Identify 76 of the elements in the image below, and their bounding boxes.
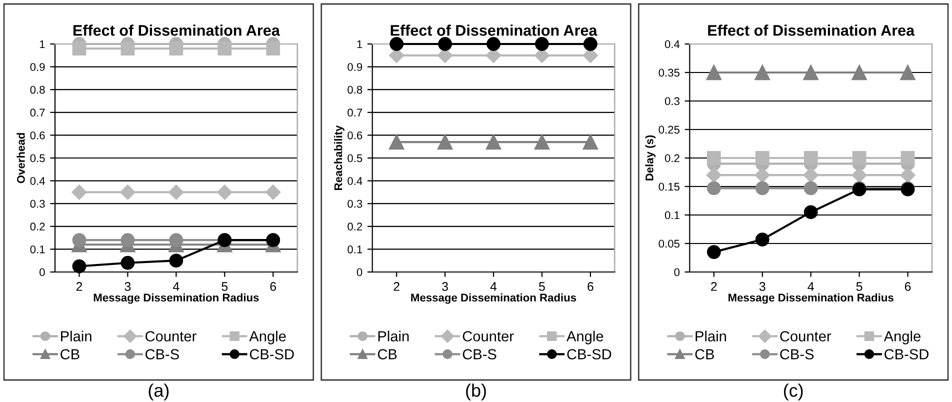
x-axis-title: Message Dissemination Radius xyxy=(411,293,576,304)
legend-label: CB-S xyxy=(462,349,496,360)
y-tick-label: 0 xyxy=(356,268,362,276)
x-tick-label: 3 xyxy=(442,282,448,291)
y-tick-label: 0.5 xyxy=(30,154,45,162)
legend-label: CB-S xyxy=(780,349,814,360)
y-tick-label: 0.4 xyxy=(348,177,362,185)
y-tick-label: 0.2 xyxy=(348,222,362,231)
chart-title: Effect of Dissemination Area xyxy=(390,24,598,36)
x-tick-label: 2 xyxy=(394,282,400,291)
legend-label: Angle xyxy=(566,330,604,344)
y-tick-label: 0.9 xyxy=(30,63,45,71)
y-tick-label: 0.1 xyxy=(664,211,680,220)
x-tick-label: 6 xyxy=(588,282,594,291)
x-tick-label: 3 xyxy=(124,282,131,291)
x-tick-label: 4 xyxy=(808,282,814,291)
chart-title: Effect of Dissemination Area xyxy=(73,24,280,36)
text: (b) xyxy=(466,384,486,400)
y-tick-label: 0.5 xyxy=(348,154,362,162)
y-tick-label: 0.7 xyxy=(348,108,362,117)
legend-label: CB xyxy=(60,349,80,360)
y-tick-label: 0.9 xyxy=(348,63,362,71)
chart-title: Effect of Dissemination Area xyxy=(708,24,915,36)
legend-label: Plain xyxy=(696,330,726,342)
text: (c) xyxy=(784,384,803,400)
y-tick-label: 0 xyxy=(674,268,680,276)
y-tick-label: 0.3 xyxy=(664,97,680,106)
y-axis-title: Delay (s) xyxy=(645,135,656,180)
y-tick-label: 0.1 xyxy=(30,245,45,254)
legend-label: CB-S xyxy=(146,349,179,360)
x-tick-label: 2 xyxy=(711,282,717,291)
y-tick-label: 1 xyxy=(40,40,45,48)
y-tick-label: 0.6 xyxy=(348,131,362,140)
legend-label: CB xyxy=(378,349,397,360)
y-tick-label: 0.2 xyxy=(664,154,680,162)
legend-label: CB-SD xyxy=(250,349,294,360)
legend-label: CB-SD xyxy=(884,349,928,360)
legend-label: Angle xyxy=(884,330,920,344)
legend-label: Counter xyxy=(780,331,832,342)
x-axis-title: Message Dissemination Radius xyxy=(728,293,894,304)
x-tick-label: 3 xyxy=(759,282,766,291)
legend-label: CB-SD xyxy=(567,349,612,360)
y-tick-label: 0.8 xyxy=(348,86,362,94)
x-tick-label: 5 xyxy=(222,282,228,291)
legend-label: Angle xyxy=(249,330,286,344)
legend-label: Plain xyxy=(61,330,92,342)
y-tick-label: 0 xyxy=(40,268,45,276)
y-axis-title: Reachability xyxy=(334,125,344,190)
x-tick-label: 5 xyxy=(538,282,545,291)
x-tick-label: 4 xyxy=(490,282,497,291)
x-tick-label: 4 xyxy=(172,282,180,291)
y-tick-label: 0.3 xyxy=(30,200,45,208)
y-tick-label: 0.1 xyxy=(348,245,362,254)
legend-label: Plain xyxy=(378,330,409,342)
y-tick-label: 0.3 xyxy=(348,200,362,208)
x-tick-label: 6 xyxy=(270,282,276,291)
y-tick-label: 1 xyxy=(357,40,362,48)
y-tick-label: 0.7 xyxy=(30,108,45,117)
legend-label: CB xyxy=(695,349,714,360)
y-tick-label: 0.4 xyxy=(664,40,680,48)
x-tick-label: 2 xyxy=(76,282,82,291)
y-tick-label: 0.15 xyxy=(658,182,680,191)
y-tick-label: 0.05 xyxy=(658,240,680,248)
x-axis-title: Message Dissemination Radius xyxy=(94,293,259,304)
y-axis-title: Overhead xyxy=(16,133,25,184)
y-tick-label: 0.2 xyxy=(30,222,45,231)
y-tick-label: 0.8 xyxy=(30,86,45,94)
y-tick-label: 0.6 xyxy=(30,131,45,140)
x-tick-label: 5 xyxy=(856,282,862,291)
legend-label: Counter xyxy=(462,331,514,342)
y-tick-label: 0.35 xyxy=(658,68,680,77)
text: (a) xyxy=(148,384,169,400)
y-tick-label: 0.4 xyxy=(30,177,45,185)
y-tick-label: 0.25 xyxy=(658,126,680,134)
legend-label: Counter xyxy=(146,331,196,342)
x-tick-label: 6 xyxy=(904,282,911,291)
